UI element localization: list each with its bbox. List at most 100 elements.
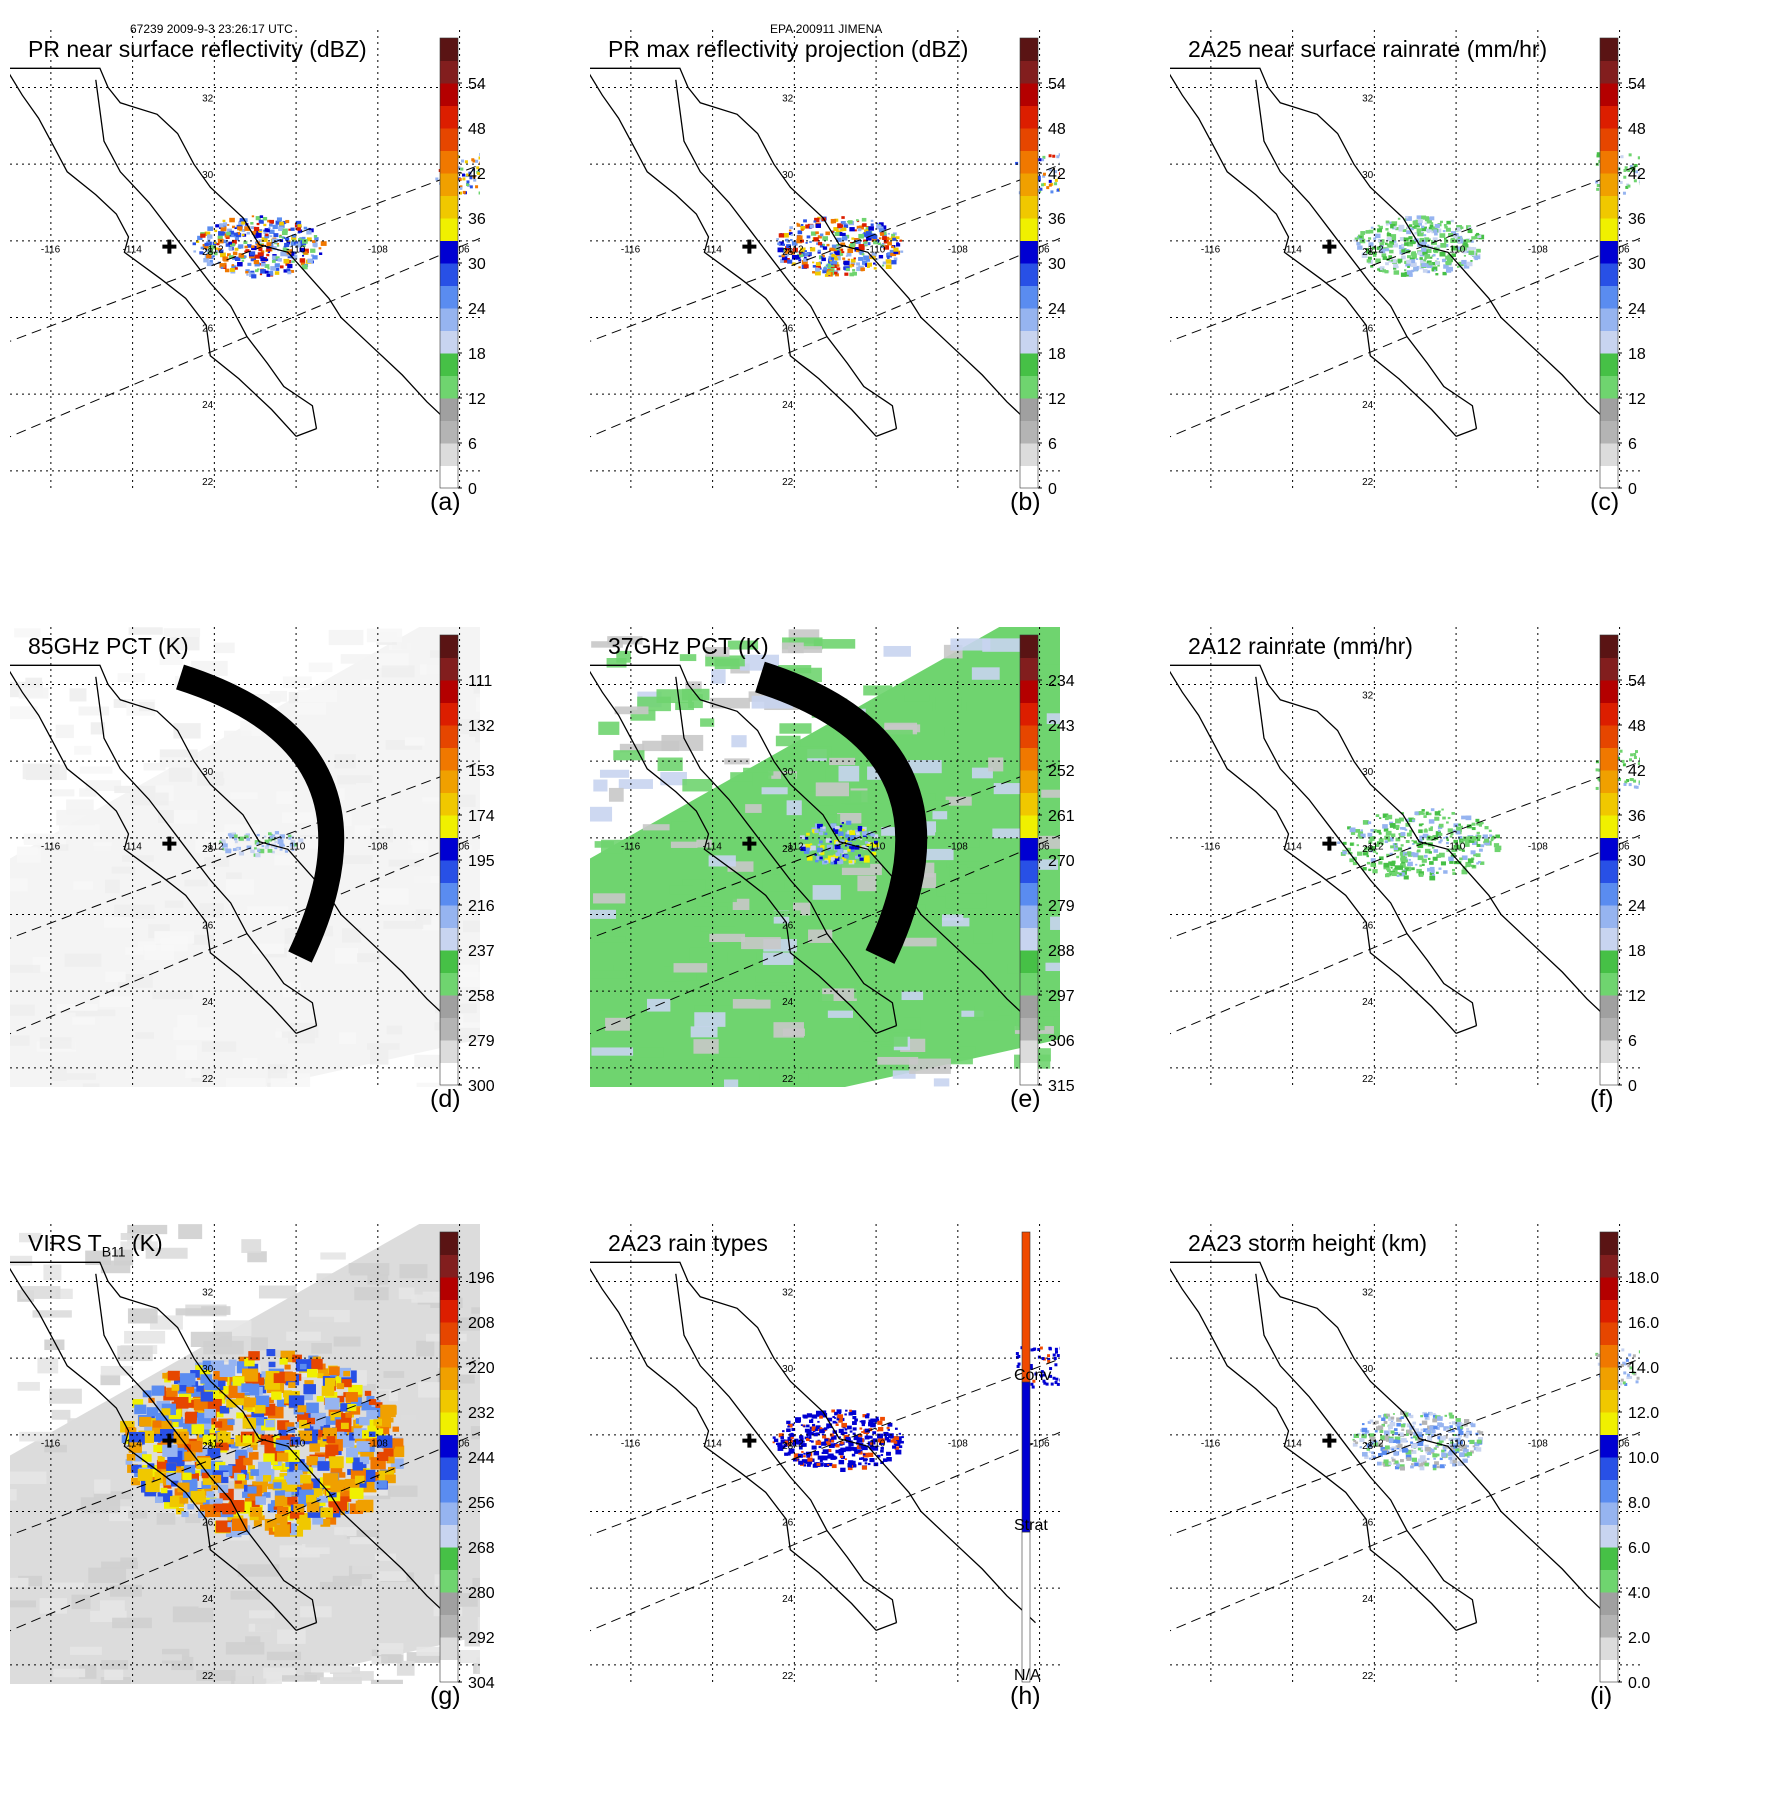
storm-pixel (1412, 843, 1415, 845)
swath-pixel (10, 878, 28, 892)
storm-pixel (1385, 1437, 1392, 1442)
colorbar-tick: 0 (1628, 481, 1637, 498)
storm-pixel (324, 1377, 336, 1387)
storm-pixel (196, 1457, 212, 1470)
swath-pixel (988, 757, 1004, 772)
swath-pixel (383, 1371, 405, 1378)
storm-pixel (1418, 823, 1423, 827)
storm-pixel (858, 256, 863, 261)
storm-pixel (826, 263, 832, 268)
swath-pixel (343, 1643, 370, 1651)
storm-center-marker (1322, 836, 1337, 851)
storm-pixel (1389, 1421, 1396, 1427)
storm-pixel (808, 254, 811, 257)
storm-pixel (299, 1419, 310, 1429)
storm-pixel (1371, 246, 1376, 250)
storm-pixel (258, 848, 265, 854)
storm-pixel (873, 262, 876, 265)
swath-pixel (380, 811, 407, 820)
storm-pixel (1418, 811, 1424, 815)
swath-pixel (10, 706, 38, 720)
storm-pixel (1475, 1447, 1482, 1452)
storm-pixel (1626, 1373, 1630, 1377)
storm-pixel (192, 242, 197, 246)
storm-pixel (1401, 249, 1406, 253)
lat-tick-label: 26 (1362, 1518, 1374, 1529)
storm-pixel (832, 1420, 836, 1424)
storm-pixel (1058, 153, 1060, 157)
storm-pixel (1392, 1413, 1395, 1415)
storm-pixel (787, 1425, 790, 1428)
storm-pixel (1463, 254, 1466, 257)
swath-pixel (274, 855, 298, 866)
storm-pixel (817, 1420, 820, 1423)
storm-pixel (1451, 1437, 1455, 1441)
storm-pixel (1062, 1369, 1065, 1372)
storm-pixel (813, 220, 817, 223)
storm-pixel (843, 849, 848, 854)
storm-pixel (834, 857, 840, 861)
colorbar-segment (1020, 815, 1038, 838)
swath-pixel (882, 1104, 904, 1110)
storm-pixel (1032, 1379, 1036, 1383)
coast-baja-east (675, 79, 898, 429)
swath-pixel (1050, 916, 1060, 930)
lon-tick-label: -116 (621, 842, 641, 853)
lat-tick-label: 28 (202, 844, 214, 855)
storm-pixel (299, 247, 305, 253)
storm-pixel (1420, 1460, 1427, 1466)
swath-pixel (190, 1331, 232, 1347)
coast-baja-west (1170, 1267, 1457, 1631)
storm-pixel (1451, 811, 1455, 815)
storm-pixel (251, 274, 257, 279)
storm-pixel (1352, 857, 1357, 861)
swath-pixel (226, 1078, 266, 1087)
lon-tick-label: -110 (866, 842, 886, 853)
storm-pixel (782, 243, 786, 246)
storm-pixel (235, 1478, 242, 1484)
swath-pixel (201, 1041, 237, 1052)
storm-pixel (830, 1455, 836, 1460)
storm-pixel (844, 844, 848, 847)
storm-pixel (840, 1441, 844, 1445)
storm-pixel (285, 237, 290, 241)
storm-pixel (301, 1480, 313, 1490)
storm-pixel (1038, 158, 1042, 162)
storm-pixel (1349, 858, 1355, 863)
storm-pixel (1418, 1463, 1424, 1468)
storm-pixel (298, 838, 304, 843)
storm-pixel (279, 235, 283, 238)
storm-pixel (235, 232, 242, 238)
swath-pixel (673, 963, 708, 973)
storm-pixel (870, 1422, 876, 1428)
swath-pixel (294, 702, 327, 715)
storm-pixel (831, 230, 834, 233)
storm-pixel (789, 1433, 795, 1438)
storm-pixel (241, 228, 246, 232)
lat-tick-label: 32 (202, 691, 214, 702)
storm-pixel (267, 1503, 279, 1513)
panel-title: 2A25 near surface rainrate (mm/hr) (1188, 36, 1548, 62)
storm-pixel (253, 1520, 262, 1527)
swath-pixel (40, 1465, 72, 1475)
swath-pixel (103, 916, 132, 928)
swath-pixel (291, 1370, 320, 1377)
storm-pixel (266, 247, 272, 252)
storm-pixel (260, 1403, 276, 1416)
storm-pixel (1457, 246, 1462, 250)
storm-pixel (809, 1434, 812, 1437)
storm-pixel (1595, 760, 1599, 764)
storm-pixel (266, 273, 271, 277)
storm-pixel (1638, 174, 1640, 178)
storm-pixel (786, 240, 790, 243)
storm-pixel (325, 1444, 339, 1456)
storm-pixel (1449, 860, 1454, 864)
storm-pixel (791, 1423, 795, 1426)
swath-pixel (352, 1563, 374, 1575)
storm-pixel (1476, 822, 1481, 826)
storm-pixel (804, 252, 810, 257)
swath-pixel (863, 685, 893, 696)
storm-pixel (1396, 1417, 1402, 1422)
storm-pixel (788, 229, 792, 232)
storm-pixel (1495, 834, 1500, 839)
